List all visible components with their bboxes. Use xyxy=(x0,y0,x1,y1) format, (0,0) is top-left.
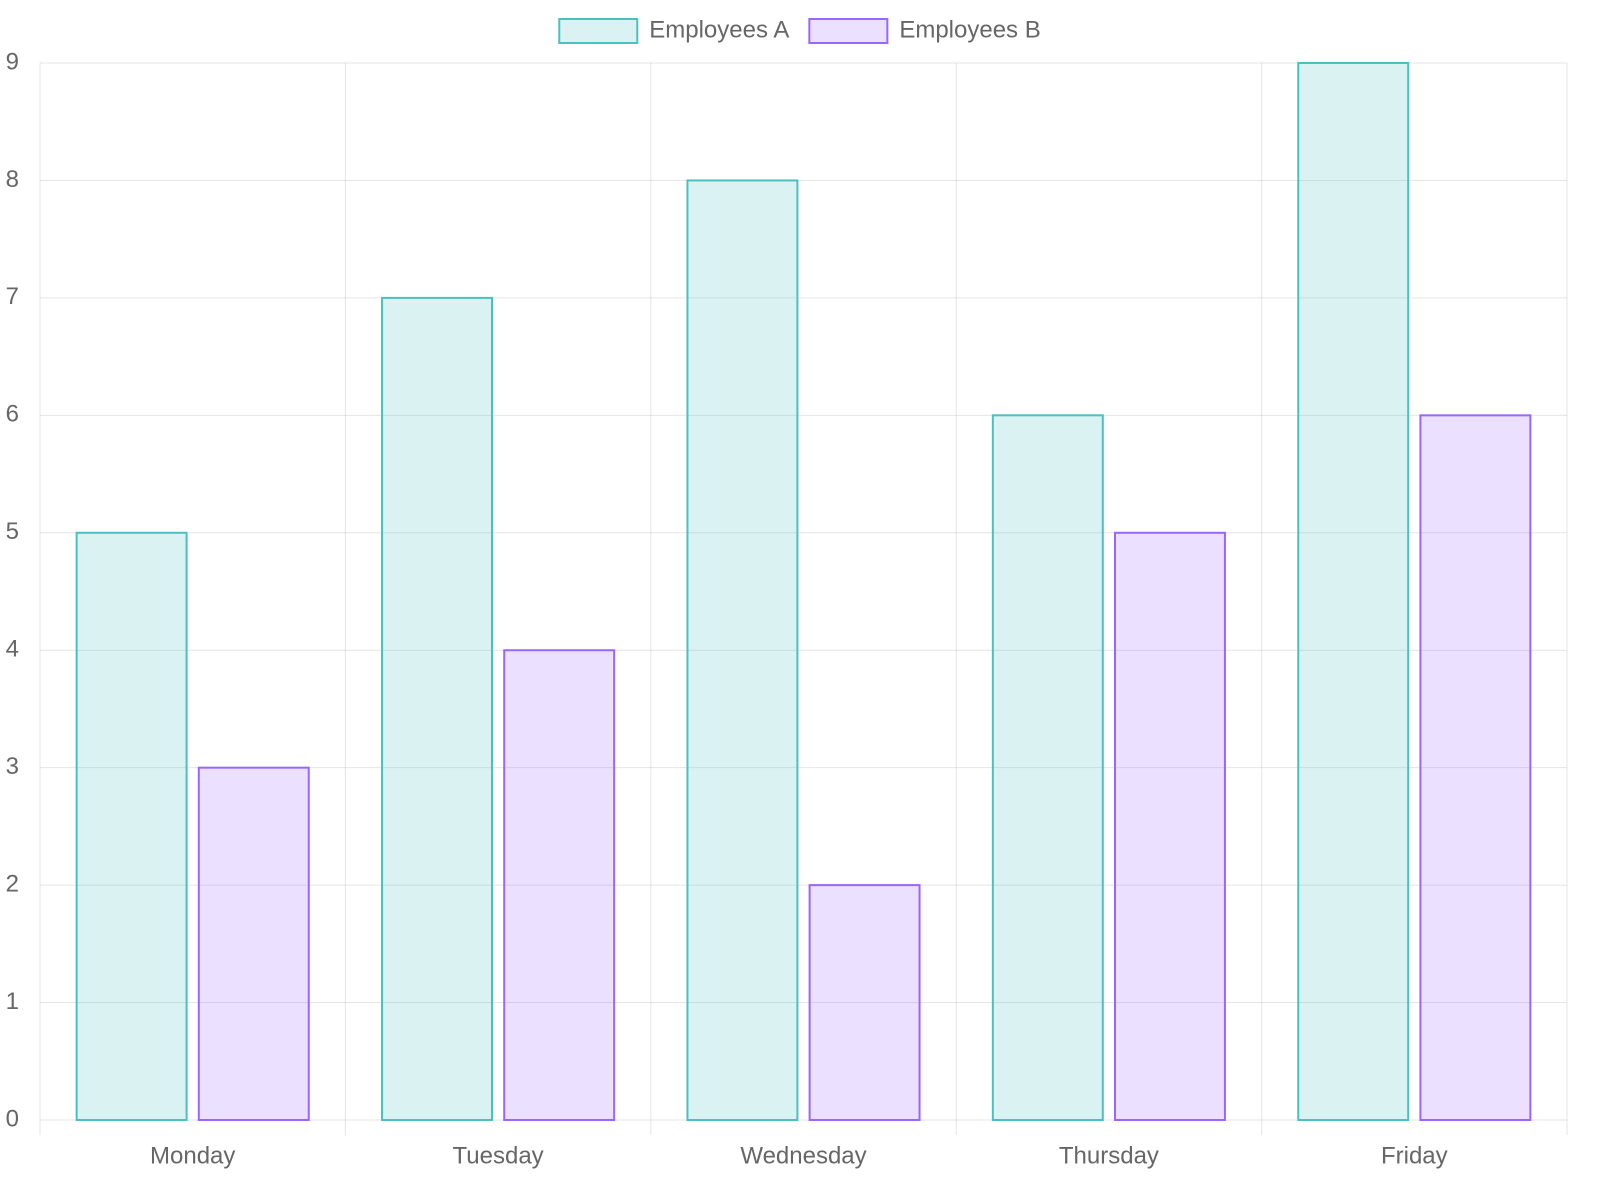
y-tick-label: 6 xyxy=(6,401,19,428)
bar xyxy=(75,531,188,1121)
legend-swatch xyxy=(558,18,639,44)
bar xyxy=(1297,62,1410,1121)
x-tick-label: Monday xyxy=(150,1142,235,1169)
bar xyxy=(197,766,310,1122)
x-tick-label: Tuesday xyxy=(453,1142,544,1169)
y-tick-label: 1 xyxy=(6,988,19,1015)
x-tick-label: Friday xyxy=(1381,1142,1448,1169)
x-tick-label: Thursday xyxy=(1059,1142,1159,1169)
y-tick-label: 5 xyxy=(6,518,19,545)
legend-label: Employees B xyxy=(899,16,1040,43)
legend-swatch xyxy=(808,18,889,44)
bar xyxy=(1114,531,1226,1121)
bar xyxy=(503,649,616,1121)
bar xyxy=(991,414,1104,1122)
x-tick-label: Wednesday xyxy=(740,1142,866,1169)
bar xyxy=(381,296,493,1121)
y-tick-label: 2 xyxy=(6,870,19,897)
y-tick-label: 7 xyxy=(6,283,19,310)
y-tick-label: 9 xyxy=(6,48,19,75)
legend-label: Employees A xyxy=(649,16,789,43)
bar xyxy=(808,884,921,1121)
y-tick-label: 3 xyxy=(6,753,19,780)
bar xyxy=(1419,414,1532,1122)
y-tick-label: 8 xyxy=(6,166,19,193)
bar xyxy=(686,179,799,1121)
y-tick-label: 0 xyxy=(6,1105,19,1132)
y-tick-label: 4 xyxy=(6,636,19,663)
